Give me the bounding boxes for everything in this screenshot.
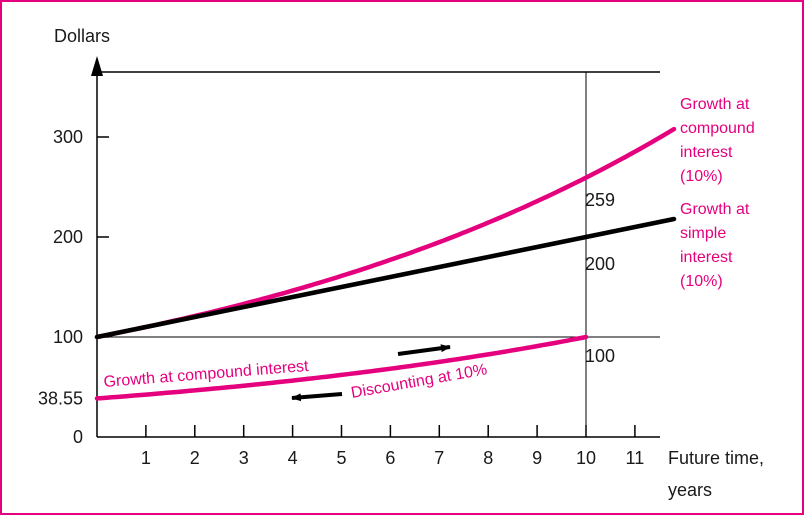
y-axis-arrowhead bbox=[91, 56, 103, 76]
y-tick-label: 200 bbox=[53, 227, 83, 247]
compound-label-line-3: interest bbox=[680, 144, 733, 161]
simple-label-line-3: interest bbox=[680, 249, 733, 266]
x-tick-label: 7 bbox=[434, 448, 444, 468]
simple-label-line-1: Growth at bbox=[680, 201, 750, 218]
reference-lines bbox=[97, 72, 660, 437]
x-tick-label: 6 bbox=[385, 448, 395, 468]
value-label-100: 100 bbox=[585, 346, 615, 366]
axis-ticks: 1 2 3 4 5 6 7 8 9 10 11 0 38.55 100 200 300 bbox=[38, 127, 644, 468]
compound-label-line-4: (10%) bbox=[680, 168, 723, 185]
compound-label-line-1: Growth at bbox=[680, 96, 750, 113]
compound-growth-curve bbox=[94, 126, 677, 340]
x-tick-label: 1 bbox=[141, 448, 151, 468]
y-tick-label: 38.55 bbox=[38, 388, 83, 408]
y-tick-label: 300 bbox=[53, 127, 83, 147]
y-axis-title: Dollars bbox=[54, 26, 110, 46]
x-axis-title-line-1: Future time, bbox=[668, 448, 764, 468]
simple-growth-label: Growth at simple interest (10%) bbox=[680, 201, 750, 290]
value-label-259: 259 bbox=[585, 190, 615, 210]
y-tick-label: 0 bbox=[73, 427, 83, 447]
x-tick-label: 8 bbox=[483, 448, 493, 468]
value-label-200: 200 bbox=[585, 254, 615, 274]
arrow-left bbox=[291, 392, 343, 402]
x-tick-label: 2 bbox=[190, 448, 200, 468]
x-tick-label: 4 bbox=[288, 448, 298, 468]
x-tick-label: 11 bbox=[626, 448, 645, 468]
annotation-growth-compound: Growth at compound interest bbox=[103, 358, 310, 391]
discounting-curve bbox=[94, 334, 589, 401]
x-tick-label: 5 bbox=[336, 448, 346, 468]
x-axis-title-line-2: years bbox=[668, 480, 712, 500]
x-tick-label: 9 bbox=[532, 448, 542, 468]
simple-label-line-4: (10%) bbox=[680, 273, 723, 290]
compound-growth-label: Growth at compound interest (10%) bbox=[680, 96, 755, 185]
simple-growth-curve bbox=[94, 216, 677, 340]
y-tick-label: 100 bbox=[53, 327, 83, 347]
arrow-right bbox=[397, 344, 451, 356]
simple-label-line-2: simple bbox=[680, 225, 726, 242]
compound-label-line-2: compound bbox=[680, 120, 755, 137]
annotation-discounting: Discounting at 10% bbox=[350, 361, 489, 402]
x-tick-label: 10 bbox=[576, 448, 596, 468]
x-tick-label: 3 bbox=[239, 448, 249, 468]
series-lines bbox=[94, 126, 677, 401]
